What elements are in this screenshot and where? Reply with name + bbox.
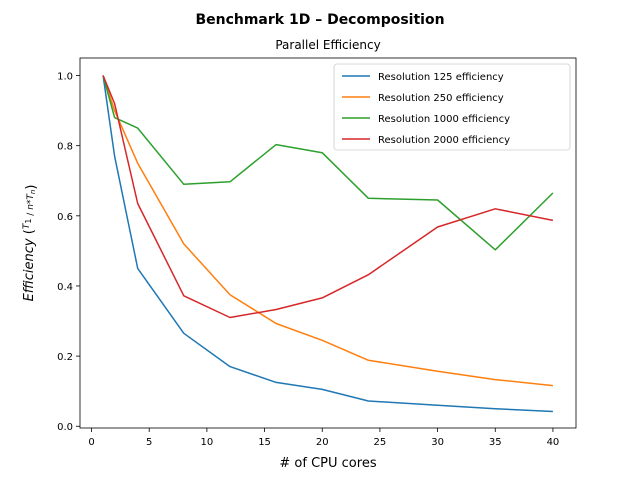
legend-entry: Resolution 2000 efficiency [378, 135, 510, 146]
x-axis-label: # of CPU cores [279, 456, 376, 471]
y-axis-formula-sub: n [29, 190, 37, 194]
y-axis-formula-t1: T [22, 222, 32, 229]
legend-entry: Resolution 250 efficiency [378, 93, 504, 104]
legend-box [333, 63, 571, 151]
chart-title: Benchmark 1D – Decomposition [195, 12, 444, 28]
x-tick-label: 30 [431, 437, 444, 448]
y-axis-formula-close: ) [24, 185, 39, 190]
plot-area [102, 75, 554, 413]
x-tick-label: 10 [201, 437, 214, 448]
series-line-0 [102, 75, 553, 413]
series-line-1 [102, 75, 553, 387]
y-axis-formula-n: n*T [26, 193, 36, 210]
x-tick-label: 15 [258, 437, 271, 448]
legend-entry: Resolution 125 efficiency [378, 72, 504, 83]
x-tick-label: 5 [146, 437, 152, 448]
chart-subtitle: Parallel Efficiency [275, 38, 380, 52]
y-axis-label: Efficiency [22, 238, 37, 301]
y-axis-label-group: Efficiency (T1 / n*Tn) [22, 185, 39, 302]
x-tick-label: 35 [489, 437, 502, 448]
svg-text:Efficiency (T1 / n*Tn): Efficiency (T1 / n*Tn) [22, 185, 39, 302]
y-axis-formula-slash: / [26, 210, 36, 219]
x-tick-label: 40 [547, 437, 560, 448]
legend: Resolution 125 efficiency Resolution 250 … [333, 63, 571, 151]
y-axis-formula-over: 1 [24, 219, 33, 224]
y-axis-label-formula: ( [22, 229, 37, 234]
y-tick-label: 0.4 [57, 282, 73, 293]
plot-frame [79, 57, 577, 429]
y-tick-label: 1.0 [57, 72, 73, 83]
x-tick-label: 0 [88, 437, 94, 448]
y-tick-label: 0.0 [57, 422, 73, 433]
y-tick-label: 0.2 [57, 352, 73, 363]
y-tick-label: 0.8 [57, 142, 73, 153]
x-tick-label: 20 [316, 437, 329, 448]
series-line-3 [102, 75, 554, 319]
y-tick-label: 0.6 [57, 212, 73, 223]
legend-entry: Resolution 1000 efficiency [378, 114, 510, 125]
series-line-2 [102, 75, 554, 251]
x-tick-label: 25 [374, 437, 387, 448]
